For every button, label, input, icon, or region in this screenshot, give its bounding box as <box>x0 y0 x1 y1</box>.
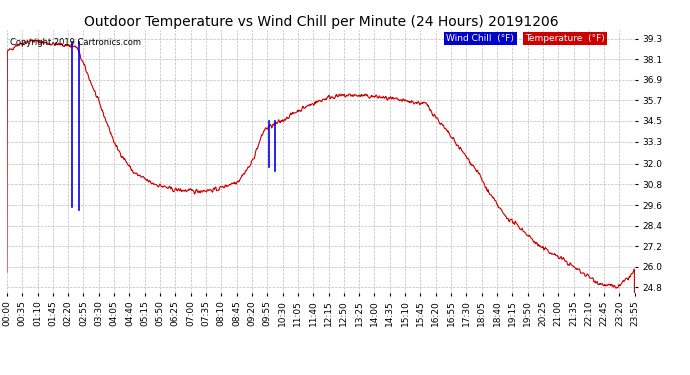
Text: Copyright 2019 Cartronics.com: Copyright 2019 Cartronics.com <box>10 38 141 47</box>
Title: Outdoor Temperature vs Wind Chill per Minute (24 Hours) 20191206: Outdoor Temperature vs Wind Chill per Mi… <box>83 15 558 29</box>
Text: Wind Chill  (°F): Wind Chill (°F) <box>446 34 514 43</box>
Text: Temperature  (°F): Temperature (°F) <box>525 34 604 43</box>
